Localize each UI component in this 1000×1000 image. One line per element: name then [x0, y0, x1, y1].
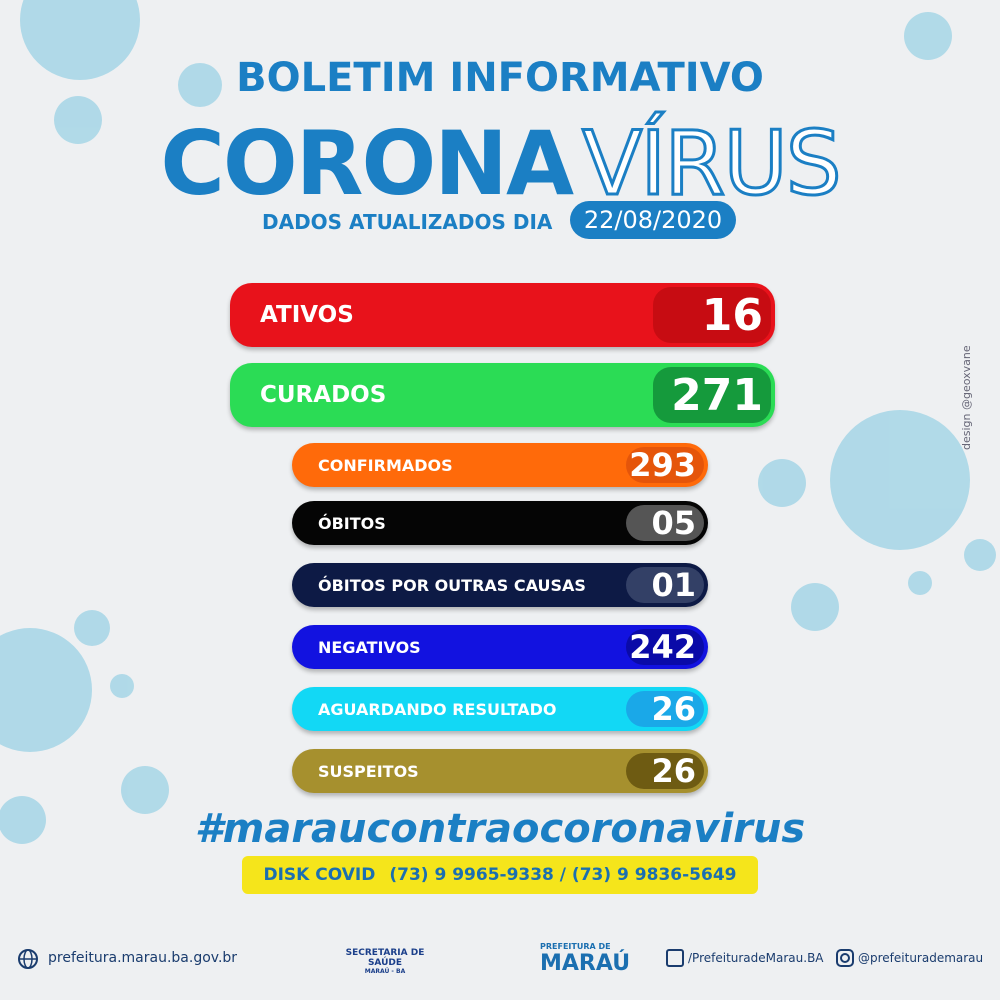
- stat-bar: CURADOS 271: [230, 363, 775, 427]
- stat-value: 16: [653, 287, 771, 343]
- secretaria-name: SECRETARIA DE SAÚDE: [345, 948, 425, 968]
- stat-label: CURADOS: [260, 382, 387, 408]
- disk-phones: (73) 9 9965-9338 / (73) 9 9836-5649: [389, 865, 737, 885]
- updated-label: DADOS ATUALIZADOS DIA: [262, 210, 553, 234]
- stat-label: ÓBITOS POR OUTRAS CAUSAS: [318, 575, 586, 595]
- website: prefeitura.marau.ba.gov.br: [48, 950, 238, 966]
- instagram: @prefeiturademarau: [858, 951, 984, 965]
- stat-value: 01: [626, 566, 704, 604]
- stat-bar: ATIVOS 16: [230, 283, 775, 347]
- facebook-icon: [666, 949, 684, 967]
- date: 22/08/2020: [570, 201, 736, 239]
- stat-label: CONFIRMADOS: [318, 455, 453, 475]
- credit: design @geoxvane: [960, 345, 973, 450]
- disk-covid: DISK COVID (73) 9 9965-9338 / (73) 9 983…: [242, 856, 758, 894]
- stat-label: ÓBITOS: [318, 513, 386, 533]
- stat-label: ATIVOS: [260, 302, 354, 328]
- title-bold: CORONA: [160, 112, 574, 215]
- stat-bar: NEGATIVOS 242: [292, 625, 708, 669]
- stat-bar: SUSPEITOS 26: [292, 749, 708, 793]
- kicker: BOLETIM INFORMATIVO: [236, 55, 764, 101]
- stat-value: 26: [626, 752, 704, 790]
- secretaria-place: MARAÚ - BA: [364, 968, 406, 975]
- prefeitura-top: PREFEITURA DE: [540, 942, 611, 951]
- stat-value: 271: [653, 367, 771, 423]
- hashtag: #maraucontraocoronavirus: [194, 806, 806, 852]
- stat-label: NEGATIVOS: [318, 637, 421, 657]
- stat-value: 293: [626, 446, 704, 484]
- stat-bar: ÓBITOS 05: [292, 501, 708, 545]
- disk-label: DISK COVID: [263, 865, 376, 885]
- secretaria-logo: SECRETARIA DE SAÚDE MARAÚ - BA: [345, 948, 425, 975]
- stat-value: 26: [626, 690, 704, 728]
- facebook: /PrefeituradeMarau.BA: [688, 951, 824, 965]
- globe-icon: [18, 949, 38, 969]
- prefeitura-name: MARAÚ: [540, 951, 631, 976]
- stat-label: AGUARDANDO RESULTADO: [318, 699, 557, 719]
- stat-bar: AGUARDANDO RESULTADO 26: [292, 687, 708, 731]
- title-outline: VÍRUS: [581, 111, 844, 217]
- title: CORONA VÍRUS: [0, 111, 1000, 217]
- stat-label: SUSPEITOS: [318, 761, 419, 781]
- stat-bar: ÓBITOS POR OUTRAS CAUSAS 01: [292, 563, 708, 607]
- stat-value: 05: [626, 504, 704, 542]
- stat-value: 242: [626, 628, 704, 666]
- prefeitura-logo: PREFEITURA DE MARAÚ: [540, 942, 630, 976]
- stat-bar: CONFIRMADOS 293: [292, 443, 708, 487]
- instagram-icon: [836, 949, 854, 967]
